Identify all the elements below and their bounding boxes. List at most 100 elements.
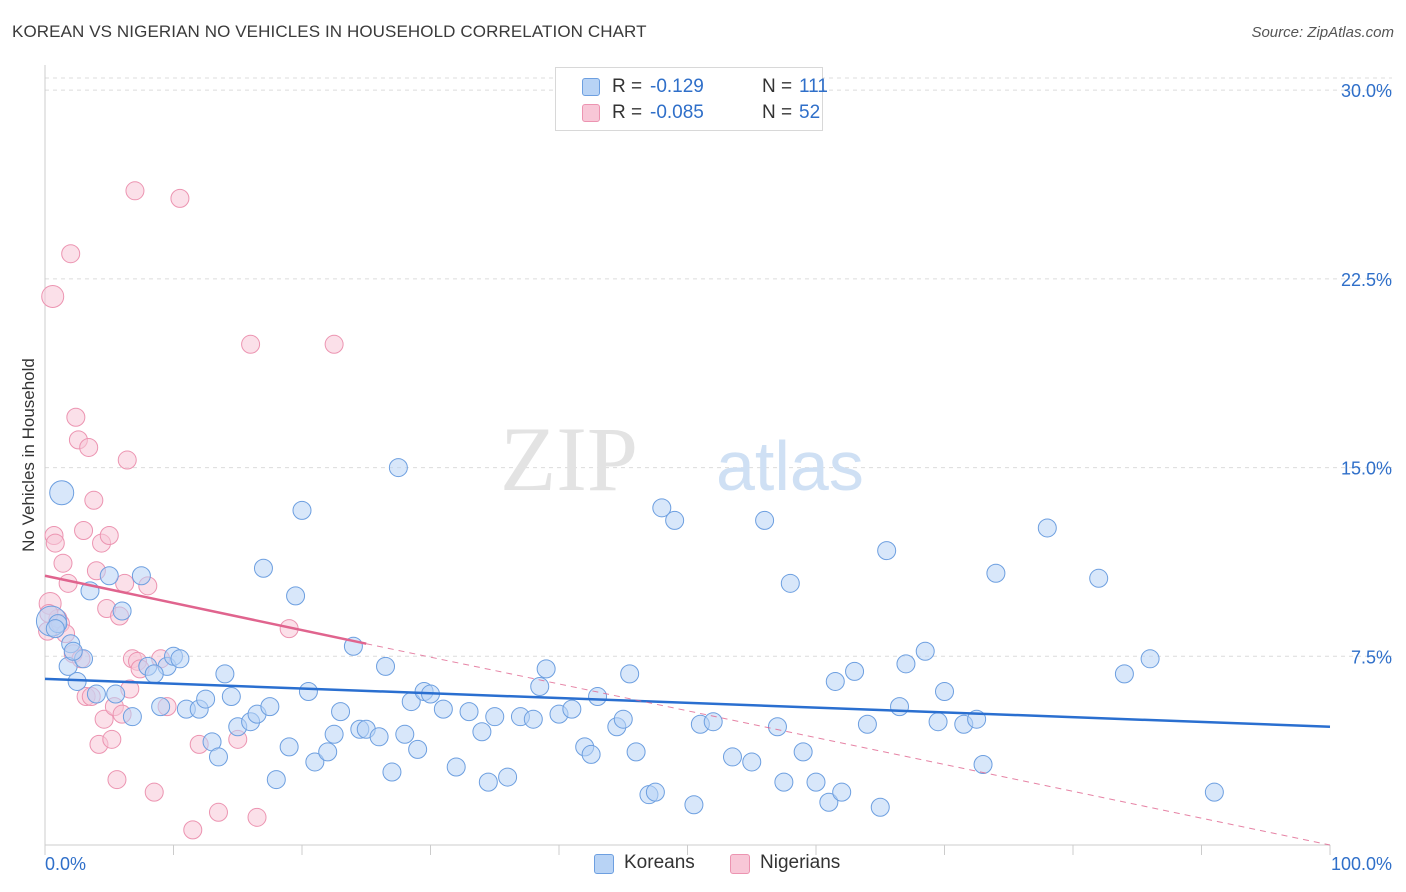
korean-point	[208, 747, 228, 767]
korean-point	[588, 687, 608, 707]
legend-n-value: 52	[799, 102, 821, 123]
korean-point	[131, 566, 151, 586]
korean-point	[433, 699, 453, 719]
x-tick-label-max: 100.0%	[1331, 854, 1392, 874]
korean-point	[536, 659, 556, 679]
korean-point	[825, 671, 845, 691]
grid-lines	[45, 77, 1392, 657]
korean-point	[684, 795, 704, 815]
nigerian-point	[61, 244, 81, 264]
korean-point	[292, 500, 312, 520]
nigerian-point	[107, 770, 127, 790]
korean-point	[395, 724, 415, 744]
korean-swatch	[582, 78, 600, 96]
korean-point	[318, 742, 338, 762]
korean-point	[832, 782, 852, 802]
nigerian-legend-label: Nigerians	[760, 852, 841, 873]
watermark-atlas: atlas	[716, 427, 864, 505]
korean-point	[266, 770, 286, 790]
korean-point	[305, 752, 325, 772]
y-tick-label: 7.5%	[1351, 647, 1392, 667]
korean-point	[388, 458, 408, 478]
korean-point	[382, 762, 402, 782]
korean-point	[890, 697, 910, 717]
korean-point	[767, 717, 787, 737]
trend-lines	[44, 574, 1331, 846]
korean-point	[523, 709, 543, 729]
korean-swatch	[594, 854, 614, 874]
korean-point	[45, 619, 65, 639]
x-tick-label-min: 0.0%	[45, 854, 86, 874]
korean-point	[722, 747, 742, 767]
nigerian-point	[79, 437, 99, 457]
correlation-legend: R = -0.129 N = 111 R = -0.085 N = 52	[555, 67, 828, 131]
korean-point	[459, 702, 479, 722]
nigerian-point	[170, 188, 190, 208]
nigerian-swatch	[730, 854, 750, 874]
nigerian-point	[144, 782, 164, 802]
nigerian-point	[117, 450, 137, 470]
korean-point	[215, 664, 235, 684]
korean-point	[645, 782, 665, 802]
korean-point	[498, 767, 518, 787]
korean-point	[144, 664, 164, 684]
korean-point	[1204, 782, 1224, 802]
korean-point	[472, 722, 492, 742]
korean-point	[298, 682, 318, 702]
korean-point	[845, 661, 865, 681]
korean-point	[106, 684, 126, 704]
korean-point	[806, 772, 826, 792]
korean-point	[331, 702, 351, 722]
korean-point	[279, 737, 299, 757]
legend-n-label: N =	[762, 102, 793, 123]
y-axis-title: No Vehicles in Household	[19, 358, 38, 552]
nigerian-point	[94, 709, 114, 729]
korean-point	[221, 687, 241, 707]
korean-point	[63, 641, 83, 661]
nigerian-point	[208, 802, 228, 822]
nigerian-swatch	[582, 104, 600, 122]
korean-point	[253, 558, 273, 578]
korean-point	[530, 676, 550, 696]
y-tick-label: 15.0%	[1341, 459, 1392, 479]
watermark-zip: ZIP	[500, 408, 638, 510]
korean-point	[376, 656, 396, 676]
nigerian-point	[74, 520, 94, 540]
korean-point	[652, 498, 672, 518]
korean-point	[819, 792, 839, 812]
korean-trend-line	[44, 677, 1331, 728]
korean-point	[877, 541, 897, 561]
korean-point	[1140, 649, 1160, 669]
korean-point	[446, 757, 466, 777]
korean-point	[485, 707, 505, 727]
korean-point	[286, 586, 306, 606]
korean-point	[928, 712, 948, 732]
nigerian-point	[53, 553, 73, 573]
korean-point	[742, 752, 762, 772]
korean-point	[49, 480, 75, 506]
legend-r-label: R =	[612, 76, 643, 97]
korean-point	[1037, 518, 1057, 538]
nigerian-point	[45, 533, 65, 553]
korean-point	[935, 682, 954, 702]
korean-point	[112, 601, 132, 621]
korean-point	[755, 510, 775, 530]
korean-point	[196, 689, 216, 709]
nigerian-point	[183, 820, 203, 840]
legend-r-label: R =	[612, 102, 643, 123]
korean-point	[620, 664, 640, 684]
korean-point	[896, 654, 916, 674]
nigerian-point	[66, 407, 86, 427]
watermark: ZIP atlas	[500, 408, 864, 510]
korean-point	[99, 566, 119, 586]
korean-point	[613, 709, 633, 729]
korean-point	[793, 742, 813, 762]
nigerian-point	[41, 284, 65, 308]
korean-point	[86, 684, 106, 704]
korean-point	[122, 707, 142, 727]
korean-point	[870, 797, 890, 817]
axis-labels: 7.5% 15.0% 22.5% 30.0% 0.0% 100.0% No Vehicles…	[19, 81, 1392, 874]
korean-point	[260, 697, 280, 717]
korean-point	[857, 714, 877, 734]
